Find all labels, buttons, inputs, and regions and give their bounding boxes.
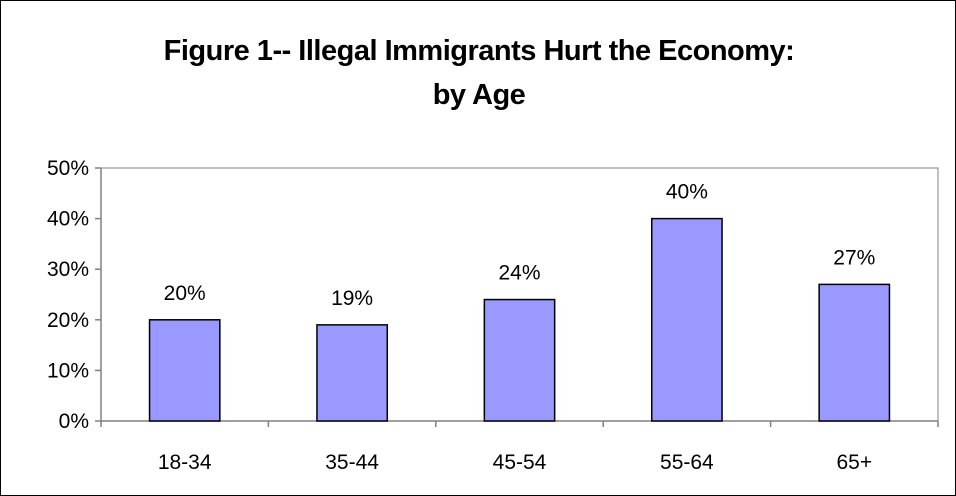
- chart-title-line-1: Figure 1-- Illegal Immigrants Hurt the E…: [163, 35, 795, 67]
- bar-18-34: [148, 319, 221, 422]
- x-tick-label-45-54: 45-54: [493, 451, 547, 474]
- bar-65+: [818, 283, 891, 422]
- bar-45-54: [483, 298, 556, 422]
- y-tick-label: 20%: [47, 309, 89, 332]
- x-tick-label-65+: 65+: [836, 451, 872, 474]
- y-tick-label: 50%: [47, 157, 89, 180]
- data-label-45-54: 24%: [498, 262, 540, 285]
- y-tick-label: 40%: [47, 208, 89, 231]
- y-tick-label: 0%: [59, 410, 89, 433]
- data-label-65+: 27%: [833, 246, 875, 269]
- data-label-35-44: 19%: [331, 287, 373, 310]
- bar-55-64: [650, 217, 723, 422]
- x-tick-label-35-44: 35-44: [325, 451, 379, 474]
- x-tick-label-55-64: 55-64: [660, 451, 714, 474]
- data-label-18-34: 20%: [164, 282, 206, 305]
- y-tick-label: 10%: [47, 359, 89, 382]
- bar-35-44: [316, 324, 389, 422]
- y-tick-label: 30%: [47, 258, 89, 281]
- data-label-55-64: 40%: [666, 181, 708, 204]
- x-tick-label-18-34: 18-34: [158, 451, 212, 474]
- chart-title: Figure 1-- Illegal Immigrants Hurt the E…: [1, 29, 956, 117]
- chart-title-line-2: by Age: [432, 79, 526, 111]
